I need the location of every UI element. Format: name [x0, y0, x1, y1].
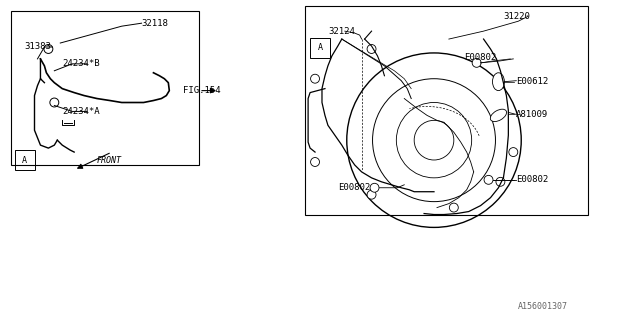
Circle shape: [310, 157, 319, 166]
Ellipse shape: [490, 109, 506, 122]
Text: 32118: 32118: [141, 19, 168, 28]
Circle shape: [472, 58, 481, 67]
Ellipse shape: [493, 73, 504, 91]
Text: E00802: E00802: [338, 183, 370, 192]
Circle shape: [496, 177, 505, 186]
Circle shape: [509, 148, 518, 156]
Circle shape: [44, 44, 53, 53]
Bar: [305, 6, 588, 214]
Text: E00612: E00612: [516, 77, 548, 86]
Bar: [11, 11, 199, 165]
Text: A: A: [317, 44, 323, 52]
Text: 31220: 31220: [504, 12, 531, 21]
Circle shape: [449, 203, 458, 212]
Text: 32124: 32124: [328, 27, 355, 36]
Text: FIG.154: FIG.154: [183, 86, 221, 95]
Text: 24234*B: 24234*B: [62, 59, 100, 68]
Text: E00802: E00802: [464, 53, 496, 62]
Text: A81009: A81009: [516, 110, 548, 119]
Text: A156001307: A156001307: [518, 302, 568, 311]
Circle shape: [50, 98, 59, 107]
Text: E00802: E00802: [516, 175, 548, 184]
Circle shape: [367, 190, 376, 199]
Circle shape: [367, 44, 376, 53]
Circle shape: [310, 74, 319, 83]
Text: 24234*A: 24234*A: [62, 107, 100, 116]
Text: FRONT: FRONT: [97, 156, 122, 164]
Circle shape: [484, 175, 493, 184]
Circle shape: [370, 183, 379, 192]
Text: 31383: 31383: [24, 43, 51, 52]
Text: A: A: [22, 156, 27, 164]
